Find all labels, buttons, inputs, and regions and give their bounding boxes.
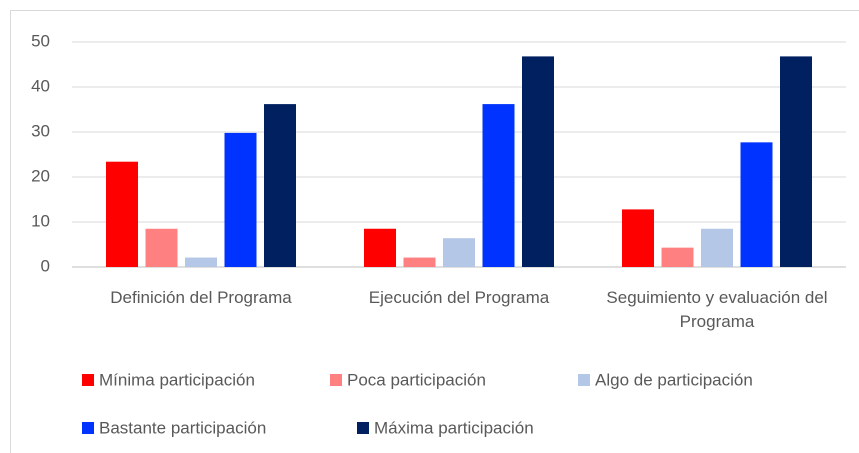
y-tick-label: 10 bbox=[31, 211, 50, 230]
bar bbox=[740, 142, 773, 267]
bar bbox=[661, 247, 694, 267]
bar bbox=[264, 104, 296, 267]
bar bbox=[145, 228, 178, 267]
frame bbox=[10, 10, 859, 453]
bar bbox=[185, 257, 217, 267]
bar bbox=[106, 161, 138, 267]
bar bbox=[780, 56, 812, 268]
bar bbox=[443, 238, 475, 267]
legend-swatch bbox=[330, 374, 342, 386]
bar bbox=[482, 104, 515, 267]
legend-label: Máxima participación bbox=[374, 418, 534, 437]
legend-label: Algo de participación bbox=[595, 370, 753, 389]
bar bbox=[522, 56, 554, 268]
y-tick-label: 40 bbox=[31, 76, 50, 95]
bar bbox=[622, 209, 654, 267]
legend-label: Poca participación bbox=[347, 370, 486, 389]
x-tick-label: Seguimiento y evaluación del Programa bbox=[606, 288, 828, 331]
legend-swatch bbox=[82, 422, 94, 434]
x-tick-label: Definición del Programa bbox=[110, 288, 292, 307]
bar bbox=[403, 257, 436, 267]
y-tick-label: 50 bbox=[31, 31, 50, 50]
y-tick-label: 0 bbox=[41, 256, 50, 275]
bar bbox=[701, 228, 733, 267]
legend-label: Bastante participación bbox=[99, 418, 266, 437]
legend-swatch bbox=[82, 374, 94, 386]
legend-swatch bbox=[578, 374, 590, 386]
bar bbox=[364, 228, 396, 267]
legend-swatch bbox=[357, 422, 369, 434]
x-tick-label: Ejecución del Programa bbox=[368, 288, 550, 307]
legend-label: Mínima participación bbox=[99, 370, 255, 389]
y-tick-label: 30 bbox=[31, 121, 50, 140]
bar bbox=[224, 132, 257, 267]
y-tick-label: 20 bbox=[31, 166, 50, 185]
